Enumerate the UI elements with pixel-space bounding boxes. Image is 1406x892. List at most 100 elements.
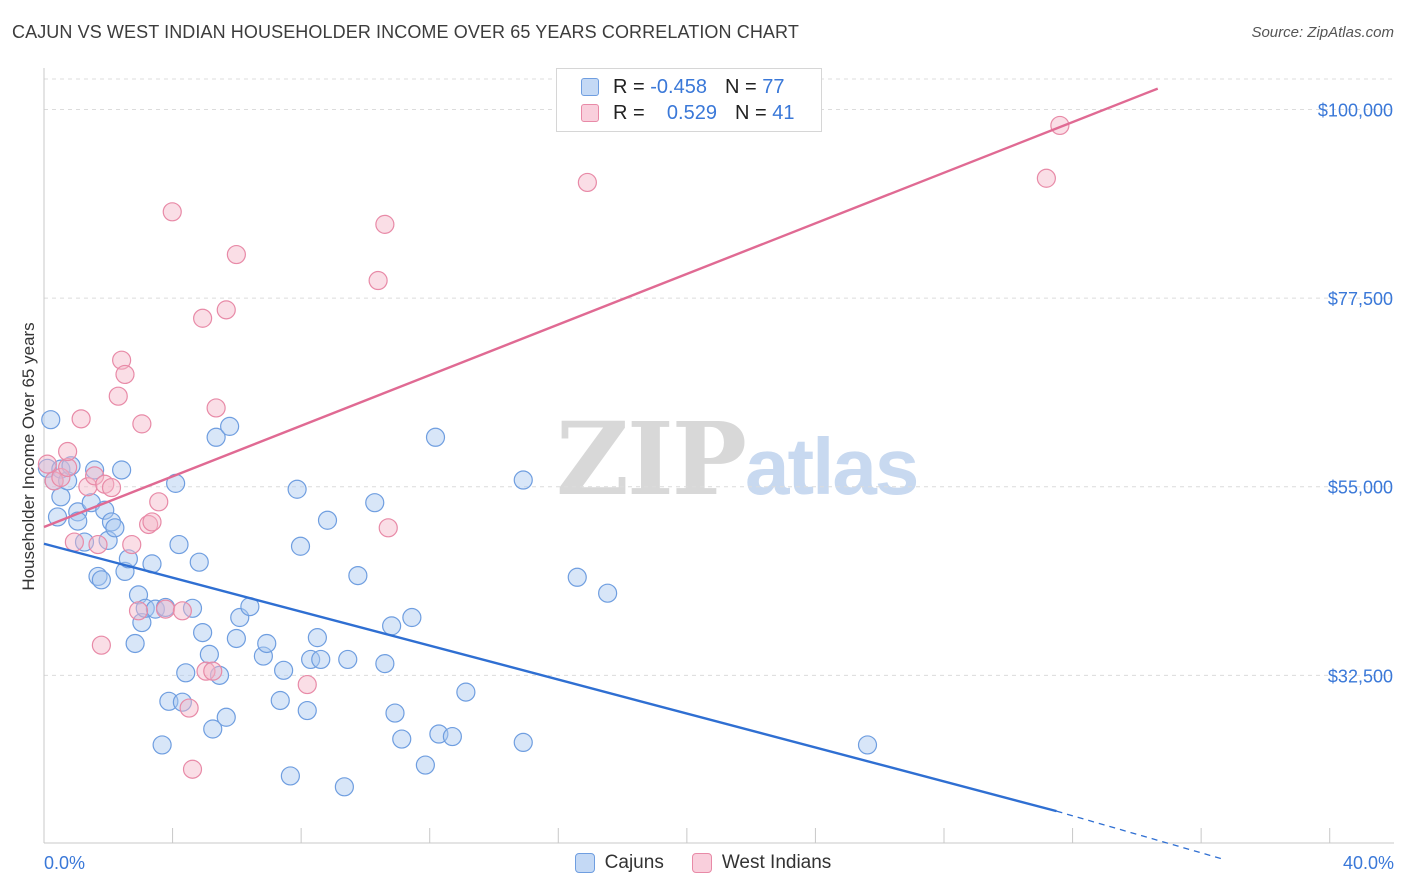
data-point [152, 735, 172, 755]
series-legend-label: West Indians [721, 852, 832, 873]
legend-r-value: 0.529 [666, 101, 717, 124]
data-point [88, 566, 108, 587]
data-point [598, 583, 618, 603]
data-point [132, 612, 152, 633]
data-point [189, 552, 209, 572]
data-point [125, 633, 145, 654]
data-point [179, 698, 199, 718]
data-point [1036, 168, 1056, 188]
series-legend: Cajuns West Indians [0, 852, 1406, 874]
data-point [442, 726, 462, 747]
data-point [280, 766, 300, 786]
x-tick-label: 0.0% [44, 853, 85, 873]
legend-n-label: N = [734, 101, 767, 124]
y-tick-label: $55,000 [1328, 478, 1393, 498]
data-point [338, 649, 358, 670]
data-point [226, 244, 246, 265]
data-point [415, 755, 435, 775]
data-point [193, 308, 213, 328]
data-point [122, 534, 142, 555]
data-point [206, 427, 226, 447]
chart-title: CAJUN VS WEST INDIAN HOUSEHOLDER INCOME … [12, 22, 799, 42]
data-point [216, 707, 236, 727]
data-point [132, 414, 152, 434]
data-point [567, 567, 587, 587]
legend-swatch-cajuns [581, 78, 599, 96]
legend-row-cajuns: R = -0.458 N = 77 [581, 74, 784, 100]
data-point [71, 409, 91, 429]
data-point [368, 270, 388, 291]
data-point [196, 661, 216, 681]
data-point [159, 691, 179, 711]
data-point [257, 633, 277, 654]
data-point [64, 532, 84, 552]
series-swatch-west-indians [691, 853, 712, 873]
legend-r-value: -0.458 [650, 75, 707, 98]
data-point [112, 350, 132, 370]
data-point [145, 599, 165, 619]
data-point [382, 616, 402, 636]
data-point [142, 512, 162, 532]
data-point [425, 427, 446, 447]
y-axis-label: Householder Income Over 65 years [19, 322, 38, 590]
data-point [402, 607, 422, 628]
data-point [577, 172, 597, 193]
data-point [149, 492, 169, 512]
legend-row-west-indians: R = 0.529 N = 41 [581, 100, 794, 126]
legend-r-label: R = [613, 101, 645, 124]
series-legend-west-indians: West Indians [691, 852, 832, 874]
data-point [392, 729, 412, 749]
data-point [88, 534, 108, 555]
data-point [317, 510, 338, 530]
legend-n-value: 77 [762, 75, 785, 98]
data-point [365, 493, 385, 513]
legend-n-label: N = [724, 75, 757, 98]
data-point [297, 674, 317, 695]
data-point [51, 467, 71, 488]
data-point [172, 601, 192, 621]
data-point [199, 644, 219, 664]
data-point [112, 460, 132, 480]
data-point [58, 441, 78, 462]
data-point [375, 654, 395, 674]
data-point [176, 663, 196, 683]
legend-r-label: R = [613, 75, 645, 98]
data-point [155, 599, 176, 619]
data-point [274, 660, 294, 680]
legend-n-value: 41 [772, 101, 795, 124]
data-point [287, 479, 307, 499]
data-point [85, 460, 105, 480]
data-point [311, 649, 331, 670]
data-point [334, 777, 354, 797]
series-legend-cajuns: Cajuns [574, 852, 664, 874]
y-tick-label: $77,500 [1328, 289, 1393, 309]
watermark-atlas: atlas [744, 422, 919, 511]
series-legend-label: Cajuns [604, 852, 664, 873]
data-point [513, 470, 533, 490]
data-point [101, 477, 122, 498]
trend-line-extension [1056, 810, 1226, 861]
data-point [270, 690, 290, 711]
data-point [101, 512, 122, 532]
data-point [220, 416, 240, 436]
data-point [182, 759, 203, 779]
trend-line [43, 542, 1057, 813]
source-label: Source: ZipAtlas.com [1251, 24, 1394, 41]
data-point [37, 458, 57, 478]
data-point [91, 570, 111, 590]
data-point [206, 398, 226, 418]
data-point [290, 536, 311, 556]
data-point [91, 635, 111, 655]
data-point [115, 364, 135, 385]
data-point [51, 487, 71, 507]
data-point [98, 530, 118, 550]
watermark: ZIPatlas [556, 400, 919, 518]
data-point [385, 703, 405, 723]
data-point [378, 518, 398, 538]
data-point [297, 700, 317, 721]
data-point [307, 628, 327, 648]
data-point [118, 549, 138, 569]
data-point [162, 202, 182, 222]
data-point [169, 534, 189, 555]
